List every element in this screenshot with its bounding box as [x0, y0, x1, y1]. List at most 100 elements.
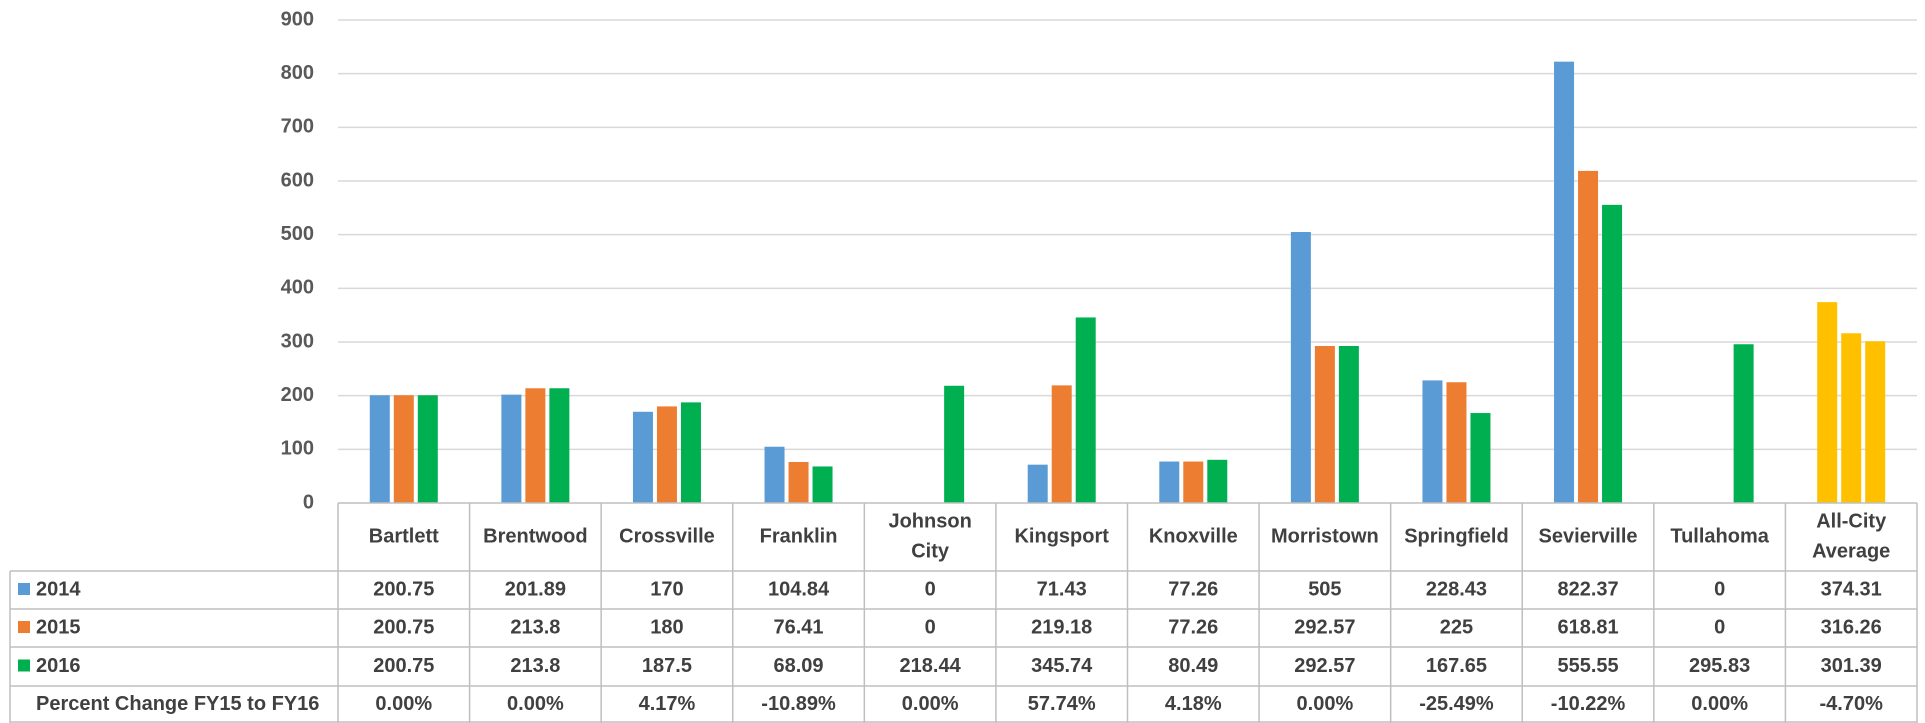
bar-2014-8: [1422, 380, 1443, 503]
data-label: 618.81: [1557, 616, 1618, 638]
bar-2016-2: [680, 402, 701, 503]
category-label: Kingsport: [1014, 525, 1109, 547]
row-label-percent-change: Percent Change FY15 to FY16: [36, 693, 319, 715]
y-tick-label: 500: [281, 223, 314, 245]
data-label: 345.74: [1031, 655, 1093, 677]
data-label: 292.57: [1294, 616, 1355, 638]
data-label: 219.18: [1031, 616, 1092, 638]
percent-change-cell: 0.00%: [1297, 693, 1354, 715]
data-label: 213.8: [510, 616, 560, 638]
percent-change-cell: 0.00%: [375, 693, 432, 715]
data-label: 76.41: [774, 616, 824, 638]
bar-2016-7: [1338, 345, 1359, 503]
category-label: Brentwood: [483, 525, 587, 547]
bar-2016-6: [1207, 459, 1228, 503]
bar-2014-7: [1290, 231, 1311, 503]
y-tick-label: 100: [281, 438, 314, 460]
percent-change-cell: -10.22%: [1551, 693, 1626, 715]
percent-change-cell: 57.74%: [1028, 693, 1096, 715]
data-label: 225: [1440, 616, 1473, 638]
row-label-2016: 2016: [36, 655, 81, 677]
bar-2016-5: [1075, 317, 1096, 503]
bar-2014-11: [1817, 302, 1838, 503]
data-label: 374.31: [1821, 578, 1882, 600]
data-label: 187.5: [642, 655, 692, 677]
category-label: Morristown: [1271, 525, 1379, 547]
data-label: 0: [925, 578, 936, 600]
legend-key-2014: [18, 583, 30, 595]
y-tick-label: 400: [281, 277, 314, 299]
y-tick-label: 700: [281, 116, 314, 138]
data-label: 0: [1714, 616, 1725, 638]
data-label: 167.65: [1426, 655, 1487, 677]
bar-2016-9: [1602, 204, 1623, 503]
data-label: 170: [650, 578, 683, 600]
category-label: City: [911, 540, 950, 562]
bar-2014-9: [1554, 61, 1575, 503]
bar-2015-3: [788, 461, 809, 503]
data-label: 71.43: [1037, 578, 1087, 600]
bar-2015-5: [1051, 385, 1072, 503]
data-label: 505: [1308, 578, 1341, 600]
bar-2015-1: [525, 388, 546, 503]
data-label: 200.75: [373, 616, 434, 638]
category-label: Tullahoma: [1670, 525, 1769, 547]
data-label: 68.09: [774, 655, 824, 677]
percent-change-cell: 4.18%: [1165, 693, 1222, 715]
y-tick-label: 200: [281, 384, 314, 406]
category-label: Bartlett: [369, 525, 439, 547]
bar-2015-2: [656, 406, 677, 503]
bar-2016-10: [1733, 344, 1754, 503]
data-label: 0: [1714, 578, 1725, 600]
category-label: Knoxville: [1149, 525, 1238, 547]
bar-2014-1: [501, 394, 522, 503]
percent-change-cell: 4.17%: [639, 693, 696, 715]
data-label: 301.39: [1821, 655, 1882, 677]
category-label: Johnson: [888, 510, 971, 532]
legend-key-2016: [18, 659, 30, 672]
row-label-2014: 2014: [36, 578, 81, 600]
y-tick-label: 300: [281, 330, 314, 352]
y-tick-label: 900: [281, 8, 314, 30]
bar-2014-2: [632, 411, 653, 503]
bar-2014-0: [369, 395, 390, 503]
bar-2016-8: [1470, 413, 1491, 503]
data-label: 200.75: [373, 578, 434, 600]
category-label: Springfield: [1404, 525, 1508, 547]
data-label: 104.84: [768, 578, 830, 600]
percent-change-cell: -4.70%: [1820, 693, 1884, 715]
data-label: 77.26: [1168, 578, 1218, 600]
bar-2015-0: [393, 395, 414, 503]
data-label: 218.44: [900, 655, 962, 677]
legend-key-2015: [18, 621, 30, 633]
data-label: 200.75: [373, 655, 434, 677]
bar-2016-0: [417, 395, 438, 503]
data-label: 228.43: [1426, 578, 1487, 600]
percent-change-cell: -25.49%: [1419, 693, 1494, 715]
bar-2016-4: [944, 385, 965, 503]
bar-2015-6: [1183, 461, 1204, 503]
row-label-2015: 2015: [36, 616, 81, 638]
bar-2014-5: [1027, 464, 1048, 503]
data-label: 201.89: [505, 578, 566, 600]
bar-2015-7: [1314, 345, 1335, 503]
bar-2015-9: [1578, 170, 1599, 503]
data-label: 80.49: [1168, 655, 1218, 677]
percent-change-cell: -10.89%: [761, 693, 836, 715]
category-label: Average: [1812, 540, 1890, 562]
data-label: 295.83: [1689, 655, 1750, 677]
bar-2015-8: [1446, 382, 1467, 503]
data-label: 292.57: [1294, 655, 1355, 677]
bar-2016-3: [812, 466, 833, 503]
category-label: Crossville: [619, 525, 715, 547]
data-label: 316.26: [1821, 616, 1882, 638]
data-label: 555.55: [1557, 655, 1618, 677]
bar-2014-3: [764, 446, 785, 503]
data-label: 0: [925, 616, 936, 638]
y-tick-label: 600: [281, 169, 314, 191]
category-label: Sevierville: [1539, 525, 1638, 547]
data-label: 213.8: [510, 655, 560, 677]
bar-2016-1: [549, 388, 570, 503]
bar-2015-11: [1841, 333, 1862, 503]
